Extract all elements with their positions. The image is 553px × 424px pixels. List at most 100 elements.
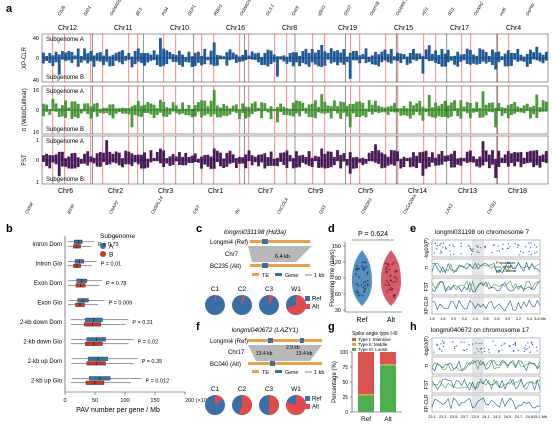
- a-signal-bar: [228, 150, 232, 160]
- a-signal-bar: [282, 110, 286, 115]
- gwas-point: [502, 248, 504, 250]
- a-signal-bar: [263, 160, 267, 169]
- a-signal-bar: [380, 160, 384, 169]
- a-signal-bar: [453, 55, 456, 58]
- a-signal-bar: [247, 106, 251, 110]
- a-signal-bar: [355, 58, 358, 61]
- a-signal-bar: [140, 110, 143, 117]
- a-signal-bar: [291, 160, 295, 169]
- a-signal-bar: [301, 154, 305, 160]
- f-alt-bar: [248, 362, 322, 365]
- c-pie-legend-alt-swatch: [305, 304, 310, 309]
- gwas-point: [528, 242, 530, 244]
- d-dot-ref: [363, 290, 366, 293]
- a-signal-bar: [276, 106, 279, 110]
- gwas-point: [495, 344, 497, 346]
- a-signal-bar: [481, 110, 485, 118]
- a-signal-bar: [336, 58, 339, 66]
- a-signal-bar: [393, 58, 396, 61]
- a-signal-bar: [459, 160, 463, 166]
- d-dot-alt: [387, 284, 390, 286]
- a-signal-bar: [285, 110, 289, 115]
- a-signal-bar: [459, 58, 463, 62]
- a-signal-bar: [257, 52, 260, 58]
- a-signal-bar: [386, 53, 390, 58]
- g-y-tick-label: 50: [342, 380, 348, 386]
- gwas-point: [503, 343, 505, 345]
- a-signal-bar: [42, 103, 45, 110]
- a-signal-bar: [329, 160, 333, 168]
- a-signal-bar: [437, 105, 441, 110]
- a-signal-bar: [361, 102, 365, 110]
- a-signal-bar: [443, 53, 447, 58]
- d-dot-alt: [387, 265, 390, 267]
- x-tick-label: 1.6: [429, 317, 434, 321]
- a-signal-bar: [396, 160, 400, 162]
- d-dot-alt: [385, 279, 388, 282]
- a-signal-bar: [516, 152, 520, 160]
- d-dot-alt: [395, 277, 398, 280]
- track-line: [431, 262, 541, 274]
- a-track: Subgenome A Subgenome B 40 0 40 XP-CLR: [22, 33, 549, 84]
- d-dot-alt: [391, 288, 394, 290]
- x-tick-label: 3.0: [505, 317, 510, 321]
- a-signal-bar: [212, 89, 216, 110]
- a-bottom-gene-label: LAX1: [444, 202, 454, 214]
- a-signal-bar: [149, 150, 153, 160]
- a-signal-bar: [389, 150, 393, 160]
- a-signal-bar: [412, 160, 415, 167]
- a-signal-bar: [102, 107, 105, 110]
- a-signal-bar: [440, 110, 444, 118]
- a-signal-bar: [541, 58, 545, 64]
- a-signal-bar: [491, 150, 494, 160]
- c-legend-gene-swatch: [275, 273, 282, 276]
- a-signal-bar: [310, 58, 314, 63]
- x-tick-label: 2.4: [473, 317, 478, 321]
- a-signal-bar: [152, 58, 156, 61]
- a-signal-bar: [263, 58, 267, 65]
- f-legend-te-swatch: [252, 370, 259, 373]
- a-signal-bar: [329, 106, 333, 110]
- a-signal-bar: [222, 110, 226, 116]
- g-bar-segment: [358, 395, 374, 412]
- d-y-tick-label: 120: [332, 260, 341, 266]
- a-signal-bar: [282, 160, 286, 165]
- panel-h-tracks: longmi040672 on chromosome 17 -log10(P) π…: [424, 327, 547, 419]
- a-signal-bar: [345, 158, 349, 160]
- a-signal-bar: [181, 156, 184, 160]
- a-signal-bar: [336, 110, 339, 114]
- d-dot-alt: [392, 261, 395, 264]
- a-signal-bar: [298, 55, 302, 58]
- a-signal-bar: [361, 157, 365, 160]
- c-len: 6.4 kb: [275, 254, 290, 260]
- a-signal-bar: [64, 160, 67, 167]
- a-signal-bar: [355, 50, 358, 58]
- a-signal-bar: [402, 156, 406, 160]
- a-signal-bar: [117, 152, 121, 160]
- a-signal-bar: [48, 160, 52, 169]
- a-signal-bar: [459, 54, 463, 58]
- a-subgenome-b-label: Subgenome B: [46, 75, 84, 81]
- a-signal-bar: [456, 58, 460, 67]
- a-signal-bar: [519, 54, 523, 58]
- a-signal-bar: [522, 58, 526, 62]
- pie-alt-slice: [215, 395, 224, 405]
- a-signal-bar: [541, 160, 545, 163]
- a-signal-bar: [51, 98, 55, 110]
- a-signal-bar: [332, 156, 336, 160]
- track-label: -log10(P): [424, 336, 430, 357]
- a-signal-bar: [253, 160, 257, 163]
- a-signal-bar: [434, 160, 437, 166]
- a-signal-bar: [544, 110, 548, 112]
- a-signal-bar: [117, 110, 121, 113]
- a-signal-bar: [497, 110, 501, 112]
- gwas-point: [445, 246, 447, 248]
- a-signal-bar: [310, 103, 314, 110]
- a-signal-bar: [219, 160, 222, 167]
- a-track: Subgenome A Subgenome B 1 0 1 FST: [22, 135, 549, 186]
- a-signal-bar: [111, 54, 115, 58]
- f-pie-legend-alt: Alt: [312, 405, 319, 411]
- gwas-point: [517, 349, 519, 351]
- a-signal-bar: [462, 160, 466, 162]
- a-signal-bar: [412, 58, 415, 60]
